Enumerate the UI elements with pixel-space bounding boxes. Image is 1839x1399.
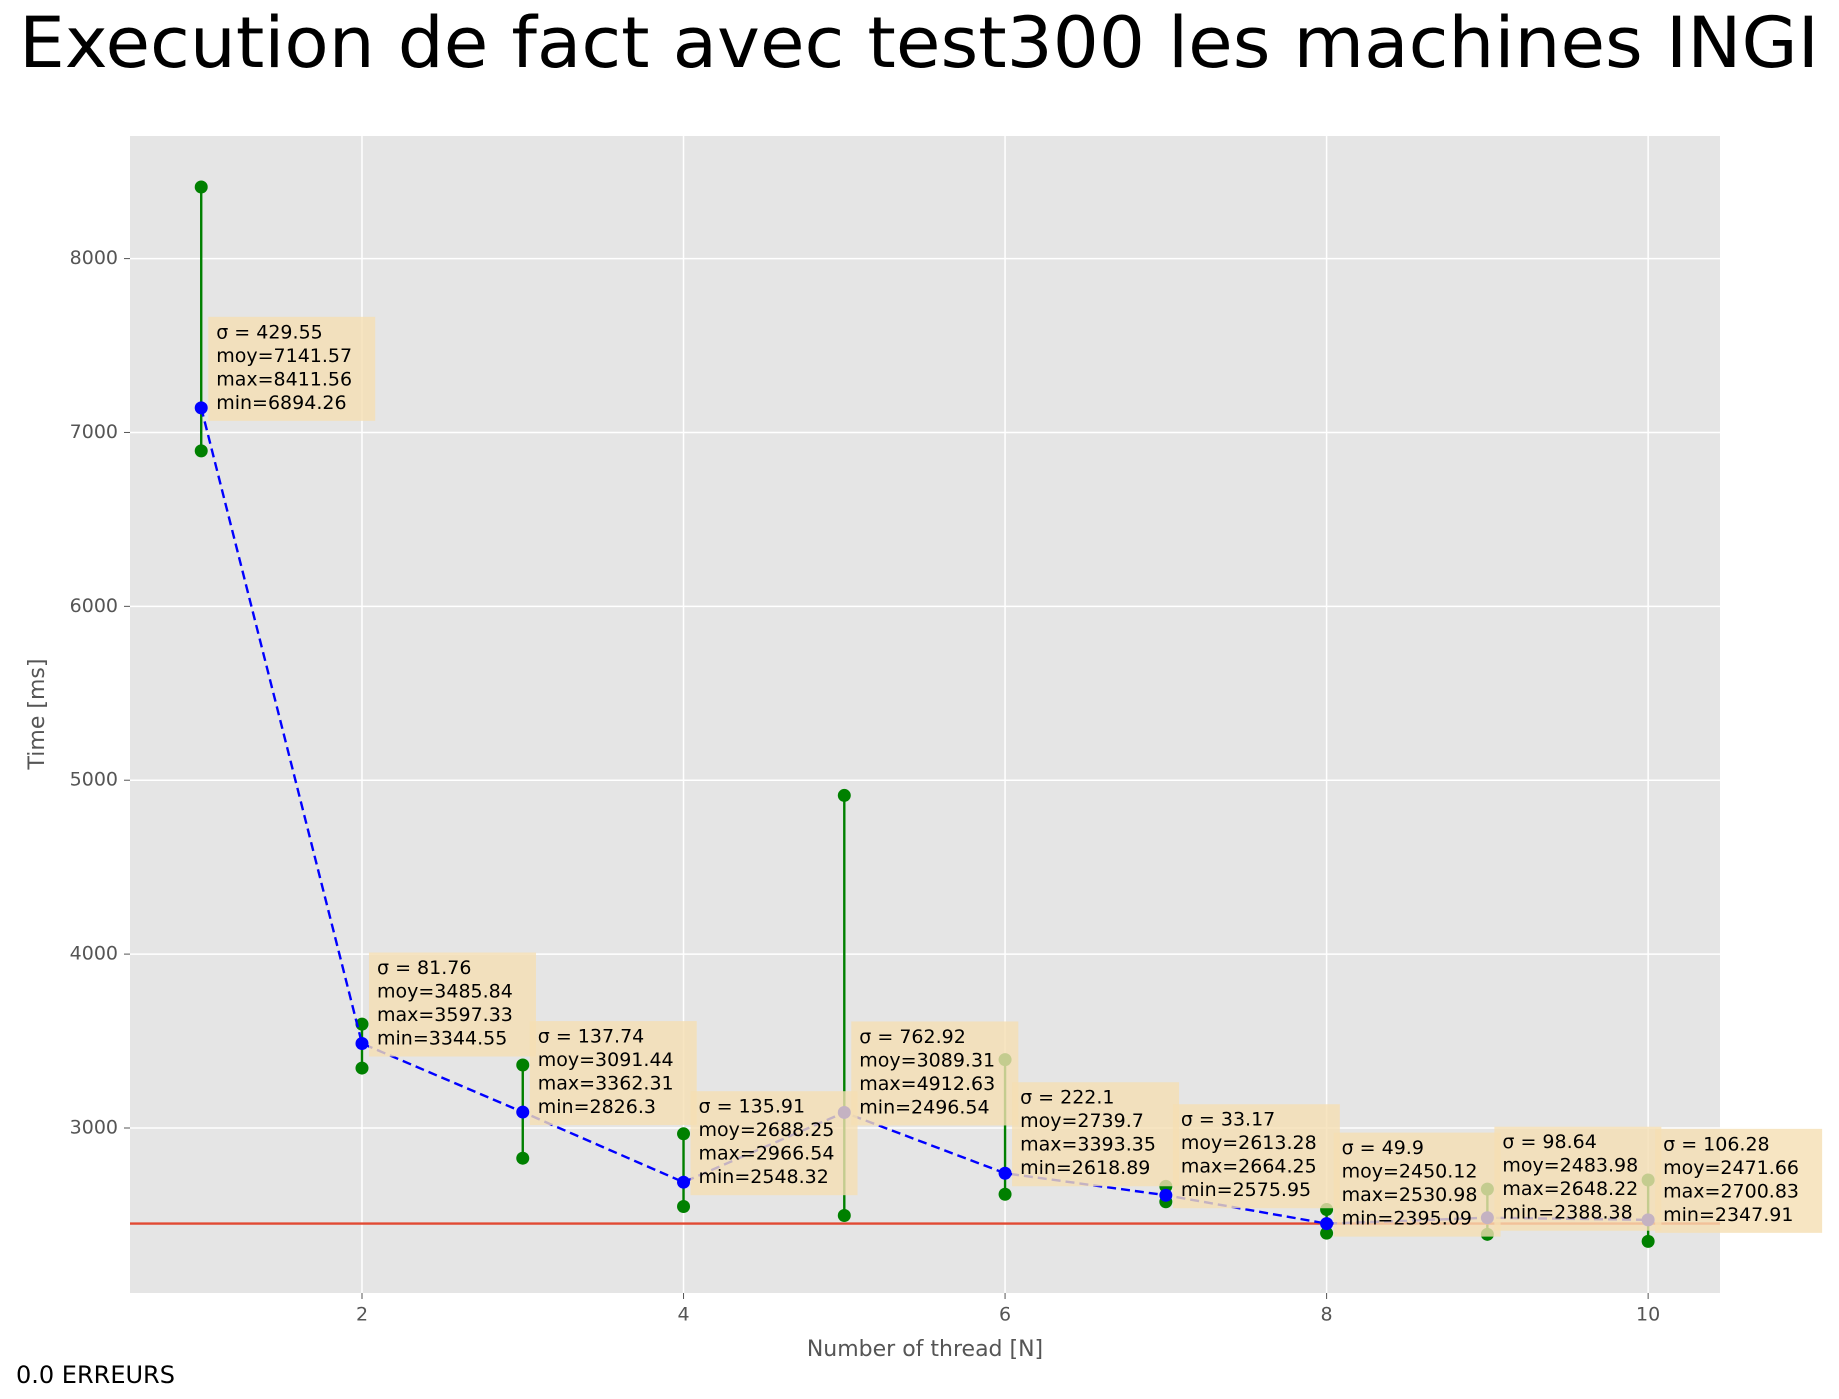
x-axis-label: Number of thread [N]: [807, 1337, 1043, 1362]
annotation-text: σ = 98.64: [1502, 1131, 1596, 1153]
annotation-text: max=2664.25: [1181, 1156, 1317, 1178]
mean-point: [194, 401, 208, 415]
annotation-text: min=2548.32: [699, 1166, 829, 1188]
x-tick-label: 8: [1321, 1304, 1333, 1326]
y-tick-label: 4000: [70, 943, 118, 965]
error-cap: [837, 1209, 851, 1223]
mean-point: [998, 1166, 1012, 1180]
annotation-text: σ = 222.1: [1020, 1087, 1114, 1109]
annotation-text: moy=3485.84: [377, 981, 513, 1003]
annotation-text: σ = 81.76: [377, 957, 471, 979]
annotation-box: [1494, 1126, 1662, 1231]
annotation-text: max=2700.83: [1663, 1180, 1799, 1202]
annotation-text: σ = 49.9: [1342, 1137, 1424, 1159]
x-tick-label: 6: [999, 1304, 1011, 1326]
annotation-box: [1172, 1104, 1340, 1209]
chart-title: Execution de fact avec test300 les machi…: [19, 2, 1819, 84]
error-cap: [1320, 1226, 1334, 1240]
annotation-text: max=2966.54: [699, 1143, 835, 1165]
error-cap: [837, 788, 851, 802]
annotation-text: max=3393.35: [1020, 1134, 1156, 1156]
y-tick-label: 5000: [70, 769, 118, 791]
error-cap: [355, 1061, 369, 1075]
annotation-text: moy=7141.57: [216, 345, 352, 367]
annotation-text: σ = 135.91: [699, 1096, 806, 1118]
x-tick-label: 2: [356, 1304, 368, 1326]
annotation-box: [1012, 1082, 1180, 1187]
y-tick-label: 7000: [70, 421, 118, 443]
annotation-box: [529, 1021, 697, 1126]
annotation-text: min=2575.95: [1181, 1179, 1311, 1201]
annotation-text: max=2530.98: [1342, 1184, 1478, 1206]
annotation-text: moy=2471.66: [1663, 1157, 1799, 1179]
annotation-text: min=2347.91: [1663, 1204, 1793, 1226]
annotation-box: [208, 316, 376, 421]
error-cap: [516, 1058, 530, 1072]
annotation-box: [1655, 1128, 1823, 1233]
error-cap: [998, 1187, 1012, 1201]
mean-point: [1320, 1217, 1334, 1231]
error-cap: [677, 1127, 691, 1141]
mean-point: [1159, 1188, 1173, 1202]
mean-point: [355, 1037, 369, 1051]
y-tick-label: 6000: [70, 595, 118, 617]
y-tick-label: 3000: [70, 1116, 118, 1138]
footer-note: 0.0 ERREURS: [16, 1361, 175, 1389]
annotation-text: σ = 106.28: [1663, 1133, 1770, 1155]
annotation-text: moy=3091.44: [538, 1049, 674, 1071]
annotation-text: σ = 33.17: [1181, 1109, 1275, 1131]
annotation-box: [690, 1091, 858, 1196]
annotation-text: σ = 429.55: [216, 321, 323, 343]
annotation-text: min=3344.55: [377, 1028, 507, 1050]
annotation-text: moy=2613.28: [1181, 1132, 1317, 1154]
error-cap: [194, 180, 208, 194]
annotation-text: moy=2483.98: [1502, 1155, 1638, 1177]
error-cap: [677, 1200, 691, 1214]
annotation-text: moy=3089.31: [859, 1049, 995, 1071]
annotation-text: min=2388.38: [1502, 1202, 1632, 1224]
annotation-text: max=3362.31: [538, 1073, 674, 1095]
annotation-text: moy=2688.25: [699, 1119, 835, 1141]
x-tick-label: 4: [677, 1304, 689, 1326]
annotation-text: min=2618.89: [1020, 1157, 1150, 1179]
annotation-text: min=6894.26: [216, 392, 346, 414]
error-cap: [1641, 1234, 1655, 1248]
annotation-text: max=8411.56: [216, 368, 352, 390]
y-tick-label: 8000: [70, 247, 118, 269]
annotation-text: min=2395.09: [1342, 1208, 1472, 1230]
mean-point: [516, 1105, 530, 1119]
annotation-text: min=2826.3: [538, 1096, 656, 1118]
annotation-text: moy=2739.7: [1020, 1110, 1144, 1132]
error-cap: [194, 444, 208, 458]
annotation-box: [1333, 1132, 1501, 1237]
error-cap: [516, 1151, 530, 1165]
error-cap: [355, 1017, 369, 1031]
annotation-text: min=2496.54: [859, 1096, 989, 1118]
annotation-text: moy=2450.12: [1342, 1161, 1478, 1183]
annotation-text: σ = 137.74: [538, 1026, 645, 1048]
annotation-box: [368, 952, 536, 1057]
annotation-box: [851, 1021, 1019, 1126]
annotation-text: σ = 762.92: [859, 1026, 966, 1048]
mean-point: [677, 1175, 691, 1189]
annotation-text: max=4912.63: [859, 1073, 995, 1095]
annotation-text: max=2648.22: [1502, 1178, 1638, 1200]
y-axis-label: Time [ms]: [25, 659, 50, 771]
x-tick-label: 10: [1636, 1304, 1660, 1326]
annotation-text: max=3597.33: [377, 1004, 513, 1026]
